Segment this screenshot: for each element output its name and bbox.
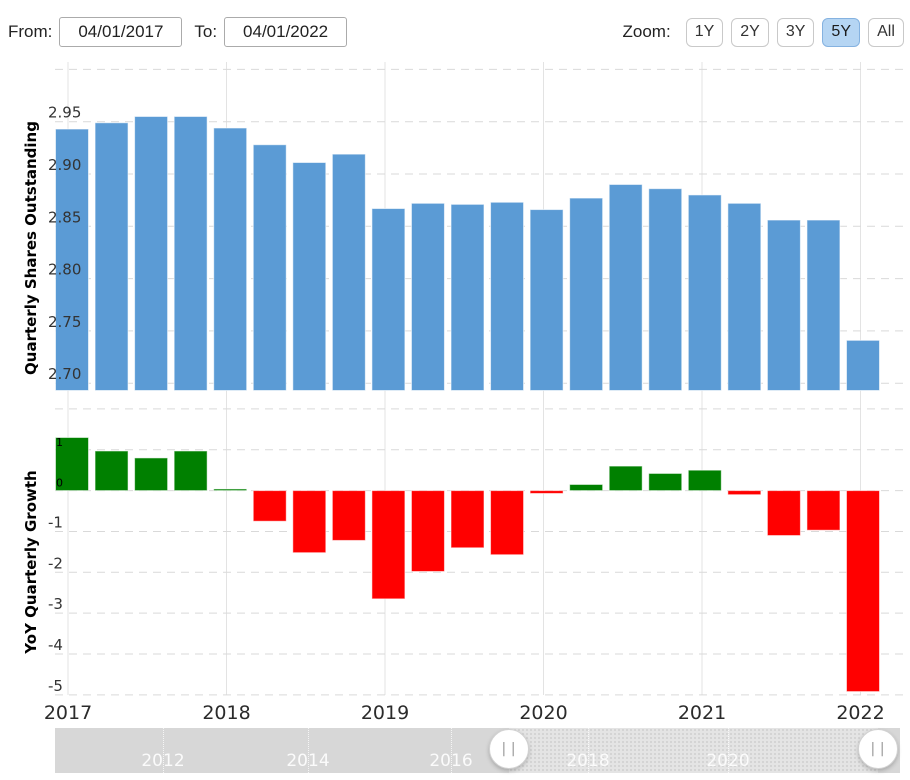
- growth-bar[interactable]: [648, 472, 683, 492]
- range-navigator[interactable]: 2012 2014 2016 2018 2020 || ||: [55, 728, 900, 773]
- navigator-left-handle[interactable]: ||: [489, 729, 529, 769]
- growth-bar[interactable]: [490, 490, 525, 556]
- shares-bar[interactable]: [608, 183, 643, 391]
- x-axis-year-label: 2021: [678, 702, 726, 724]
- top-y-tick-label: 2.90: [48, 156, 81, 174]
- shares-bar[interactable]: [371, 208, 406, 391]
- zoom-label: Zoom:: [622, 22, 671, 41]
- growth-bar[interactable]: [252, 490, 287, 522]
- shares-bar[interactable]: [687, 194, 722, 391]
- growth-bar[interactable]: [687, 469, 722, 492]
- bottom-y-tick-label: -3: [48, 595, 63, 613]
- growth-bar[interactable]: [766, 490, 801, 537]
- navigator-year-label: 2020: [706, 751, 750, 771]
- x-axis-year-label: 2020: [519, 702, 567, 724]
- to-label: To:: [194, 22, 218, 41]
- growth-bar[interactable]: [292, 490, 327, 554]
- top-y-tick-label: 2.80: [48, 261, 81, 279]
- charts-svg: 2.95 2.90 2.85 2.80 2.75 2.70 1 0 -1 -2 -3 -4 -5 2017…: [44, 62, 905, 724]
- shares-bar[interactable]: [727, 202, 762, 391]
- navigator-unselected-left[interactable]: [55, 728, 509, 773]
- from-label: From:: [8, 22, 53, 41]
- shares-bar[interactable]: [529, 209, 564, 391]
- shares-bar[interactable]: [292, 161, 327, 391]
- top-y-tick-label: 2.85: [48, 208, 81, 226]
- top-y-tick-label: 2.95: [48, 104, 81, 122]
- growth-bar[interactable]: [331, 490, 366, 541]
- x-axis-year-label: 2022: [836, 702, 884, 724]
- top-y-tick-label: 2.75: [48, 313, 81, 331]
- shares-bar[interactable]: [213, 127, 248, 391]
- shares-bar[interactable]: [450, 203, 485, 391]
- shares-bar[interactable]: [490, 201, 525, 391]
- growth-bar[interactable]: [213, 488, 248, 492]
- zoom-3y-button[interactable]: 3Y: [776, 17, 815, 47]
- bottom-y-tick-label: -5: [48, 677, 63, 695]
- x-axis-year-label: 2019: [361, 702, 409, 724]
- growth-bar[interactable]: [727, 490, 762, 496]
- growth-bar[interactable]: [371, 490, 406, 600]
- bottom-y-tick-label: -2: [48, 554, 63, 572]
- navigator-year-tick: [588, 728, 589, 773]
- top-y-tick-label: 2.70: [48, 365, 81, 383]
- growth-bar[interactable]: [410, 490, 445, 572]
- growth-bar[interactable]: [173, 450, 208, 492]
- zoom-all-button[interactable]: All: [868, 17, 904, 47]
- from-date-input[interactable]: [59, 17, 183, 47]
- shares-bar[interactable]: [252, 144, 287, 391]
- navigator-right-handle[interactable]: ||: [858, 729, 898, 769]
- bottom-y-tick-label: -4: [48, 636, 63, 654]
- shares-bar[interactable]: [94, 122, 129, 391]
- shares-bar[interactable]: [134, 115, 169, 391]
- shares-bar[interactable]: [766, 219, 801, 391]
- shares-bar[interactable]: [846, 339, 880, 391]
- navigator-year-label: 2012: [141, 751, 185, 771]
- x-axis-year-label: 2018: [202, 702, 250, 724]
- shares-bar[interactable]: [648, 188, 683, 391]
- navigator-year-label: 2016: [429, 751, 473, 771]
- navigator-year-tick: [451, 728, 452, 773]
- growth-bar[interactable]: [450, 490, 485, 549]
- x-axis-year-label: 2017: [44, 702, 92, 724]
- bottom-y-tick-label: 0: [56, 477, 63, 490]
- navigator-selected-range[interactable]: [509, 728, 878, 773]
- date-range-controls: From: To: Zoom: 1Y 2Y 3Y 5Y All: [8, 15, 904, 49]
- shares-bar[interactable]: [173, 115, 208, 391]
- shares-bar[interactable]: [55, 128, 89, 391]
- grip-icon: ||: [499, 741, 519, 757]
- zoom-5y-button[interactable]: 5Y: [822, 17, 860, 47]
- growth-bar[interactable]: [134, 457, 169, 492]
- growth-bar[interactable]: [94, 450, 129, 492]
- growth-bar[interactable]: [846, 490, 880, 693]
- shares-bar[interactable]: [806, 219, 841, 391]
- shares-bar[interactable]: [331, 153, 366, 391]
- zoom-2y-button[interactable]: 2Y: [731, 17, 769, 47]
- growth-bar[interactable]: [529, 490, 564, 494]
- grip-icon: ||: [868, 741, 888, 757]
- growth-bar[interactable]: [569, 483, 604, 492]
- zoom-1y-button[interactable]: 1Y: [685, 17, 724, 47]
- top-chart-y-axis-title: Quarterly Shares Outstanding: [22, 121, 40, 375]
- navigator-year-label: 2018: [566, 751, 610, 771]
- to-date-input[interactable]: [224, 17, 348, 47]
- navigator-year-tick: [728, 728, 729, 773]
- bottom-chart-y-axis-title: YoY Quarterly Growth: [22, 470, 40, 654]
- navigator-year-label: 2014: [286, 751, 330, 771]
- bottom-y-tick-label: -1: [48, 513, 63, 531]
- navigator-year-tick: [163, 728, 164, 773]
- growth-bar[interactable]: [806, 490, 841, 531]
- navigator-year-tick: [308, 728, 309, 773]
- growth-bar[interactable]: [608, 465, 643, 492]
- shares-bar[interactable]: [410, 202, 445, 391]
- bottom-y-tick-label: 1: [56, 436, 63, 449]
- growth-bar[interactable]: [55, 436, 89, 492]
- shares-bar[interactable]: [569, 197, 604, 391]
